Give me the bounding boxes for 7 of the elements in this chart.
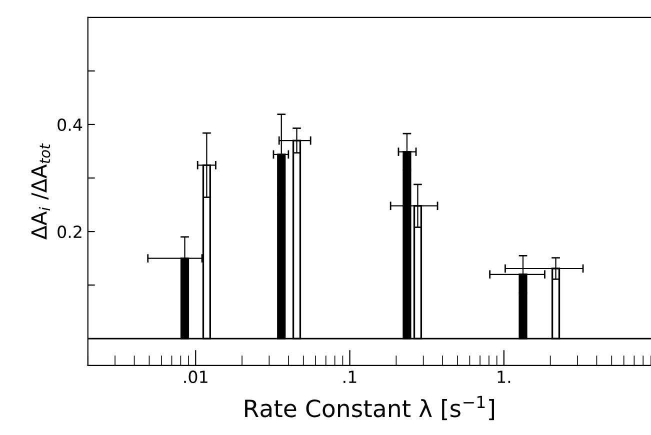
x-tick-label: .01 xyxy=(184,370,208,384)
y-axis-title: ΔA$_{i}$ /ΔA$_{tot}$ xyxy=(31,143,50,240)
x-tick-label: .1 xyxy=(344,370,356,383)
y-tick-label: 0.2 xyxy=(58,226,82,238)
x-tick-label: 1. xyxy=(498,370,510,383)
x-axis-title: Rate Constant λ [s$^{−1}$] xyxy=(245,396,494,420)
y-tick-label: 0.4 xyxy=(58,118,82,132)
